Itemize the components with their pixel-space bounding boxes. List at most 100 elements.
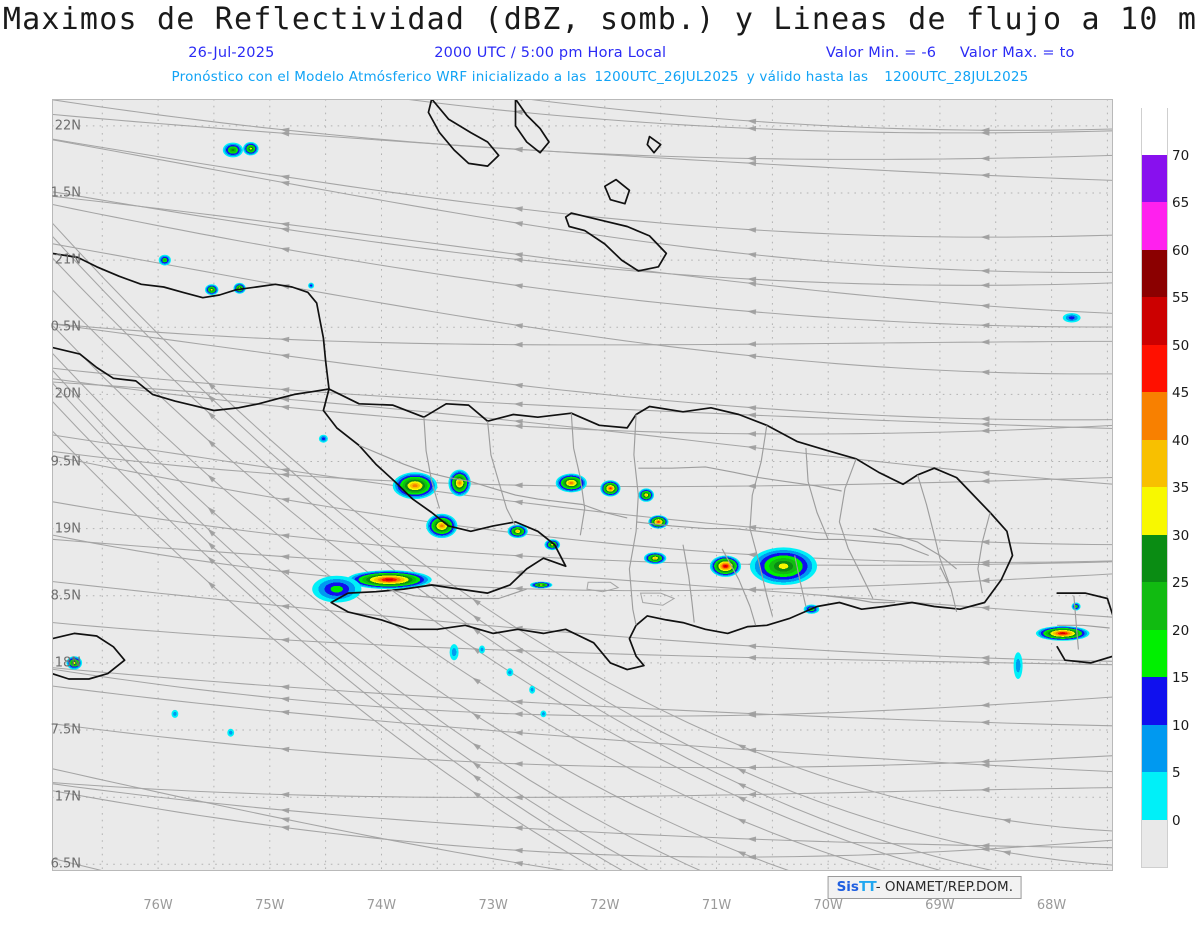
colorbar-band-11 (1142, 297, 1167, 345)
reflectivity-cell (171, 709, 179, 718)
admin-border (638, 466, 842, 492)
reflectivity-cell (1013, 652, 1023, 679)
colorbar-label-70: 70 (1172, 147, 1190, 164)
reflectivity-cell (529, 685, 536, 694)
streamline (52, 139, 1113, 274)
coastline (52, 252, 330, 390)
page-title: Maximos de Reflectividad (dBZ, somb.) y … (2, 2, 1198, 37)
lat-tick-9.5N: 9.5N (50, 454, 81, 469)
admin-border (682, 544, 695, 623)
reflectivity-cell (346, 570, 432, 590)
coastline-layer (52, 99, 1113, 680)
admin-border (939, 565, 958, 613)
lat-tick-21N: 21N (54, 252, 81, 268)
streamline (52, 580, 1113, 662)
streamline (52, 191, 1113, 286)
streamline (52, 257, 998, 871)
admin-border-layer (358, 413, 1110, 650)
streamline (52, 289, 945, 871)
streamline-layer (52, 99, 1113, 871)
reflectivity-cell (479, 645, 485, 654)
colorbar-band-15 (1142, 107, 1167, 155)
reflectivity-cell (544, 539, 561, 551)
admin-border (805, 448, 829, 540)
model-run-text-b: y válido hasta las (746, 69, 869, 85)
model-valid-time: 1200UTC_28JUL2025 (884, 69, 1029, 85)
colorbar-band-10 (1142, 344, 1167, 392)
colorbar-band-6 (1142, 534, 1167, 582)
reflectivity-cell (600, 480, 621, 497)
admin-border (917, 474, 950, 583)
map-canvas[interactable] (52, 99, 1113, 871)
lon-tick-68W: 68W (1036, 898, 1067, 913)
streamline (52, 723, 1113, 769)
streamline (52, 323, 1113, 346)
streamline (52, 382, 651, 871)
reflectivity-cell (540, 710, 547, 718)
streamline (52, 243, 1113, 375)
reflectivity-colorbar[interactable] (1141, 107, 1168, 868)
colorbar-band-4 (1142, 629, 1167, 677)
admin-border (977, 512, 991, 594)
lat-tick-18N: 18N (54, 655, 81, 671)
coastline (564, 212, 668, 272)
coastline (322, 388, 1014, 671)
streamline (52, 378, 1113, 435)
reflectivity-cell (222, 142, 243, 158)
lon-tick-70W: 70W (813, 898, 843, 913)
streamline (52, 222, 1113, 832)
reflectivity-cell (233, 282, 246, 294)
reflectivity-cell (750, 547, 817, 585)
colorbar-label-30: 30 (1172, 527, 1190, 544)
forecast-date: 26-Jul-2025 (188, 45, 275, 61)
streamline (52, 323, 1113, 421)
colorbar-band-7 (1142, 487, 1167, 535)
streamline (52, 381, 1113, 485)
reflectivity-cell (243, 142, 259, 156)
reflectivity-cell (318, 434, 328, 443)
streamline (52, 501, 1113, 566)
forecast-time: 2000 UTC / 5:00 pm Hora Local (434, 45, 667, 61)
coastline (586, 581, 620, 593)
lon-tick-76W: 76W (143, 898, 173, 913)
reflectivity-cell (205, 284, 219, 296)
admin-border (838, 458, 874, 599)
streamline-arrow-layer (207, 99, 1011, 867)
streamline (52, 768, 572, 871)
streamline (52, 369, 703, 871)
map-plot-area[interactable] (52, 99, 1113, 871)
lat-tick-7.5N: 7.5N (50, 722, 81, 738)
coastline (1056, 592, 1113, 664)
value-max-label: Valor Max. = to (959, 45, 1075, 61)
reflectivity-cell (555, 473, 587, 493)
streamline (52, 235, 1113, 866)
admin-border (570, 413, 586, 536)
reflectivity-cell (426, 513, 458, 538)
coastline (603, 178, 631, 205)
admin-border (423, 417, 441, 509)
lon-tick-71W: 71W (701, 898, 732, 913)
reflectivity-cell (506, 668, 514, 677)
streamline (52, 455, 1113, 563)
colorbar-band-14 (1142, 154, 1167, 202)
streamline (52, 324, 885, 871)
streamline (52, 434, 1113, 546)
admin-border (794, 555, 807, 607)
subtitle-line-1: 26-Jul-2025 2000 UTC / 5:00 pm Hora Loca… (0, 45, 1200, 61)
admin-border (872, 528, 957, 570)
coastline (52, 632, 126, 680)
streamline (52, 538, 1113, 618)
reflectivity-cell (643, 552, 667, 565)
lon-tick-74W: 74W (366, 898, 397, 913)
colorbar-band-9 (1142, 392, 1167, 440)
reflectivity-cell (227, 728, 235, 737)
attribution-badge: SisTT- ONAMET/REP.DOM. (827, 876, 1022, 899)
colorbar-label-65: 65 (1172, 195, 1190, 211)
lake-layer (586, 581, 676, 606)
reflectivity-layer (66, 142, 1090, 737)
lat-tick-22N: 22N (54, 118, 81, 134)
sistt-logo-tt: TT (858, 879, 877, 895)
reflectivity-cell (308, 282, 315, 289)
reflectivity-cell (158, 254, 171, 266)
colorbar-label-20: 20 (1172, 622, 1190, 639)
